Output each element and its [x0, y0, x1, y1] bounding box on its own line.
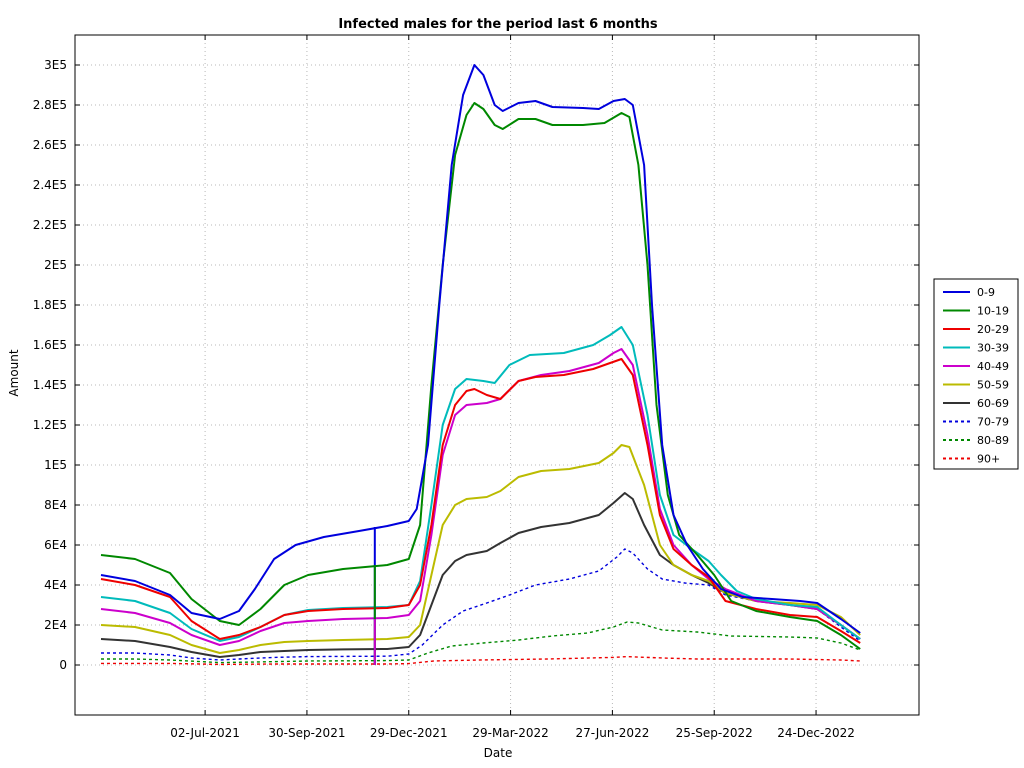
legend: 0-9 10-19 20-29 30-39 40-49 50-59 60-69 70-79 80… — [933, 278, 1019, 470]
y-tick-label: 2.4E5 — [33, 178, 67, 192]
y-tick-label: 2.2E5 — [33, 218, 67, 232]
chart-title: Infected males for the period last 6 mon… — [338, 17, 658, 32]
y-tick-label: 2E4 — [44, 618, 67, 632]
y-tick-label: 1.8E5 — [33, 298, 67, 312]
legend-label: 60-69 — [977, 397, 1009, 410]
x-tick-label: 27-Jun-2022 — [575, 726, 649, 740]
y-tick-label: 6E4 — [44, 538, 67, 552]
x-tick-label: 25-Sep-2022 — [676, 726, 753, 740]
y-tick-label: 1.2E5 — [33, 418, 67, 432]
legend-label: 50-59 — [977, 379, 1009, 392]
plot-frame — [74, 34, 920, 716]
series-line-50-59 — [100, 444, 861, 654]
y-tick-label: 1.4E5 — [33, 378, 67, 392]
x-tick-label: 30-Sep-2021 — [268, 726, 345, 740]
series-line-20-29 — [100, 358, 861, 644]
grid — [75, 35, 919, 715]
y-tick-label: 1E5 — [44, 458, 67, 472]
series-line-30-39 — [100, 326, 861, 642]
series-line-70-79 — [101, 548, 861, 661]
series-layer — [100, 64, 861, 666]
series-line-60-69 — [100, 492, 861, 658]
y-tick-label: 2.8E5 — [33, 98, 67, 112]
x-axis-label: Date — [484, 746, 513, 760]
legend-label: 20-29 — [977, 323, 1009, 336]
legend-label: 30-39 — [977, 342, 1009, 355]
x-tick-label: 29-Mar-2022 — [472, 726, 548, 740]
y-tick-label: 8E4 — [44, 498, 67, 512]
y-tick-label: 0 — [59, 658, 67, 672]
x-tick-label: 29-Dec-2021 — [370, 726, 448, 740]
y-tick-label: 2E5 — [44, 258, 67, 272]
y-tick-label: 4E4 — [44, 578, 67, 592]
y-axis-label: Amount — [7, 349, 21, 396]
series-line-10-19 — [100, 102, 861, 650]
legend-label: 80-89 — [977, 434, 1009, 447]
legend-label: 70-79 — [977, 416, 1009, 429]
x-tick-label: 24-Dec-2022 — [777, 726, 855, 740]
series-line-90+ — [101, 655, 861, 666]
legend-label: 90+ — [977, 453, 1000, 466]
series-line-0-9 — [100, 64, 861, 634]
y-axis: 0 2E4 4E4 6E4 8E4 1E5 1.2E5 1.4E5 1.6E5 1.8E5 2E5 2… — [33, 58, 919, 672]
y-tick-label: 1.6E5 — [33, 338, 67, 352]
x-tick-label: 02-Jul-2021 — [170, 726, 240, 740]
x-axis: 02-Jul-2021 30-Sep-2021 29-Dec-2021 29-Mar-… — [170, 35, 855, 740]
y-tick-label: 2.6E5 — [33, 138, 67, 152]
legend-label: 40-49 — [977, 360, 1009, 373]
legend-label: 0-9 — [977, 286, 995, 299]
legend-label: 10-19 — [977, 305, 1009, 318]
y-tick-label: 3E5 — [44, 58, 67, 72]
